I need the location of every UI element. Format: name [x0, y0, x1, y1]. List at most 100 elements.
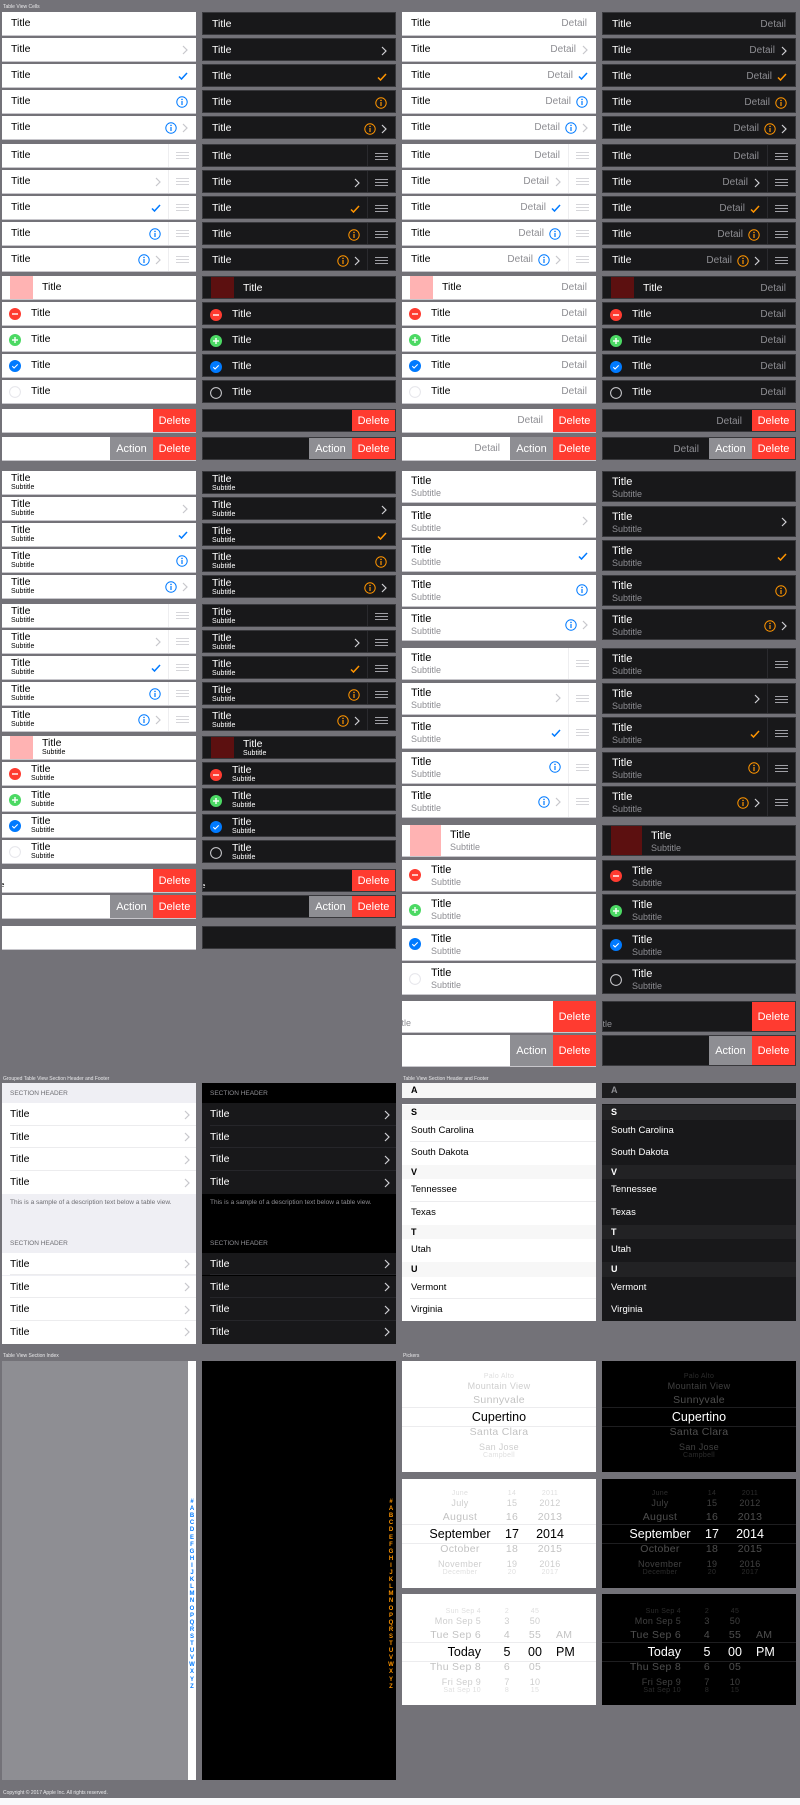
info-icon[interactable] [565, 618, 577, 631]
table-cell[interactable]: Title [202, 380, 396, 403]
table-cell[interactable]: Title [202, 276, 396, 299]
info-icon[interactable] [337, 254, 349, 267]
index-letter[interactable]: O [189, 1605, 195, 1612]
table-cell[interactable]: Delete Detail [402, 409, 596, 432]
reorder-handle-icon[interactable] [568, 248, 596, 271]
index-letter[interactable]: D [189, 1527, 195, 1534]
index-letter[interactable]: Z [190, 1683, 194, 1690]
reorder-handle-icon[interactable] [767, 223, 795, 244]
table-cell[interactable]: Title Detail [402, 196, 596, 219]
table-cell[interactable]: Title Detail [602, 170, 796, 193]
reorder-handle-icon[interactable] [168, 630, 196, 653]
delete-swipe-button[interactable]: Delete [553, 1035, 596, 1066]
table-cell[interactable]: Title Detail [402, 328, 596, 351]
table-cell[interactable]: Title [2, 196, 196, 219]
table-cell[interactable]: Title Subtitle [402, 717, 596, 748]
chevron-right-icon[interactable] [155, 715, 161, 725]
table-cell[interactable]: Title Detail [602, 302, 796, 325]
chevron-right-icon[interactable] [354, 256, 360, 266]
chevron-right-icon[interactable] [781, 124, 787, 134]
chevron-right-icon[interactable] [555, 797, 561, 807]
table-cell[interactable]: Title [202, 248, 396, 271]
table-cell[interactable]: Title Subtitle [602, 505, 796, 537]
index-letter[interactable]: A [388, 1506, 394, 1513]
index-letter[interactable]: R [189, 1626, 195, 1633]
table-cell[interactable]: Title Subtitle [202, 549, 396, 572]
index-letter[interactable]: L [389, 1584, 393, 1591]
chevron-right-icon[interactable] [582, 516, 588, 526]
chevron-right-icon[interactable] [555, 255, 561, 265]
index-letter[interactable]: Y [388, 1676, 393, 1683]
index-letter[interactable]: W [189, 1662, 195, 1669]
table-cell[interactable]: Title Detail [402, 380, 596, 403]
chevron-right-icon[interactable] [781, 46, 787, 56]
index-letter[interactable]: H [189, 1555, 195, 1562]
reorder-handle-icon[interactable] [168, 656, 196, 679]
index-letter[interactable]: X [189, 1669, 194, 1676]
table-cell[interactable]: Delete Detail [602, 409, 796, 432]
table-cell[interactable]: Title Subtitle [202, 604, 396, 627]
list-row[interactable]: Utah [402, 1239, 596, 1262]
table-cell[interactable]: Title [202, 302, 396, 325]
grouped-row[interactable]: Title [202, 1252, 396, 1276]
table-cell[interactable]: Title Detail [602, 328, 796, 351]
table-cell[interactable]: Title Subtitle [402, 859, 596, 891]
index-letter[interactable]: C [189, 1520, 195, 1527]
grouped-row[interactable]: Title [202, 1171, 396, 1194]
info-icon[interactable] [538, 253, 550, 266]
reorder-handle-icon[interactable] [568, 717, 596, 748]
table-cell[interactable]: Title Subtitle [602, 717, 796, 748]
chevron-right-icon[interactable] [155, 637, 161, 647]
info-icon[interactable] [176, 554, 188, 567]
info-icon[interactable] [549, 227, 561, 240]
reorder-handle-icon[interactable] [367, 631, 395, 652]
action-swipe-button[interactable]: Action [110, 437, 153, 460]
table-cell[interactable]: Title Subtitle [2, 682, 196, 705]
table-cell[interactable]: Title Detail [402, 144, 596, 167]
info-icon[interactable] [364, 581, 376, 594]
delete-swipe-button[interactable]: Delete [153, 869, 196, 892]
selected-checkbox-icon[interactable] [210, 820, 222, 833]
table-cell[interactable]: Title Subtitle [602, 963, 796, 994]
table-cell[interactable]: Title Subtitle [402, 505, 596, 537]
reorder-handle-icon[interactable] [568, 170, 596, 193]
list-row[interactable]: Vermont [602, 1277, 796, 1300]
table-cell[interactable]: Title Subtitle [602, 894, 796, 925]
table-cell[interactable]: Title [202, 64, 396, 87]
reorder-handle-icon[interactable] [568, 222, 596, 245]
table-cell[interactable]: Title Detail [602, 90, 796, 113]
reorder-handle-icon[interactable] [568, 196, 596, 219]
chevron-right-icon[interactable] [354, 178, 360, 188]
chevron-right-icon[interactable] [381, 583, 387, 593]
delete-control-icon[interactable] [409, 307, 421, 320]
table-cell[interactable]: Title Subtitle [202, 736, 396, 759]
info-icon[interactable] [165, 121, 177, 134]
insert-control-icon[interactable] [409, 903, 421, 916]
insert-control-icon[interactable] [210, 794, 222, 807]
index-letter[interactable]: C [388, 1520, 394, 1527]
info-icon[interactable] [176, 95, 188, 108]
table-cell[interactable]: Title Subtitle [2, 575, 196, 598]
info-icon[interactable] [138, 713, 150, 726]
city-picker[interactable]: Palo Alto Mountain View Sunnyvale Cupertino… [402, 1361, 596, 1472]
delete-swipe-button[interactable]: Delete [153, 895, 196, 918]
table-cell[interactable]: Title Subtitle [602, 540, 796, 571]
index-letter[interactable]: L [190, 1584, 194, 1591]
index-letter[interactable]: F [389, 1541, 393, 1548]
reorder-handle-icon[interactable] [767, 197, 795, 218]
grouped-row[interactable]: Title [2, 1252, 196, 1276]
index-letter[interactable]: P [388, 1612, 393, 1619]
table-cell[interactable]: Title Subtitle [602, 825, 796, 856]
grouped-row[interactable]: Title [2, 1171, 196, 1194]
reorder-handle-icon[interactable] [367, 145, 395, 166]
chevron-right-icon[interactable] [381, 46, 387, 56]
chevron-right-icon[interactable] [754, 178, 760, 188]
table-cell[interactable]: Title Detail [602, 38, 796, 61]
chevron-right-icon[interactable] [781, 517, 787, 527]
table-cell[interactable]: Delete Action [402, 1035, 596, 1066]
city-picker[interactable]: Palo Alto Mountain View Sunnyvale Cupertino… [602, 1361, 796, 1472]
delete-swipe-button[interactable]: Delete [352, 896, 395, 917]
delete-swipe-button[interactable]: Delete [352, 438, 395, 459]
unselected-checkbox-icon[interactable] [409, 972, 421, 985]
reorder-handle-icon[interactable] [568, 682, 596, 714]
